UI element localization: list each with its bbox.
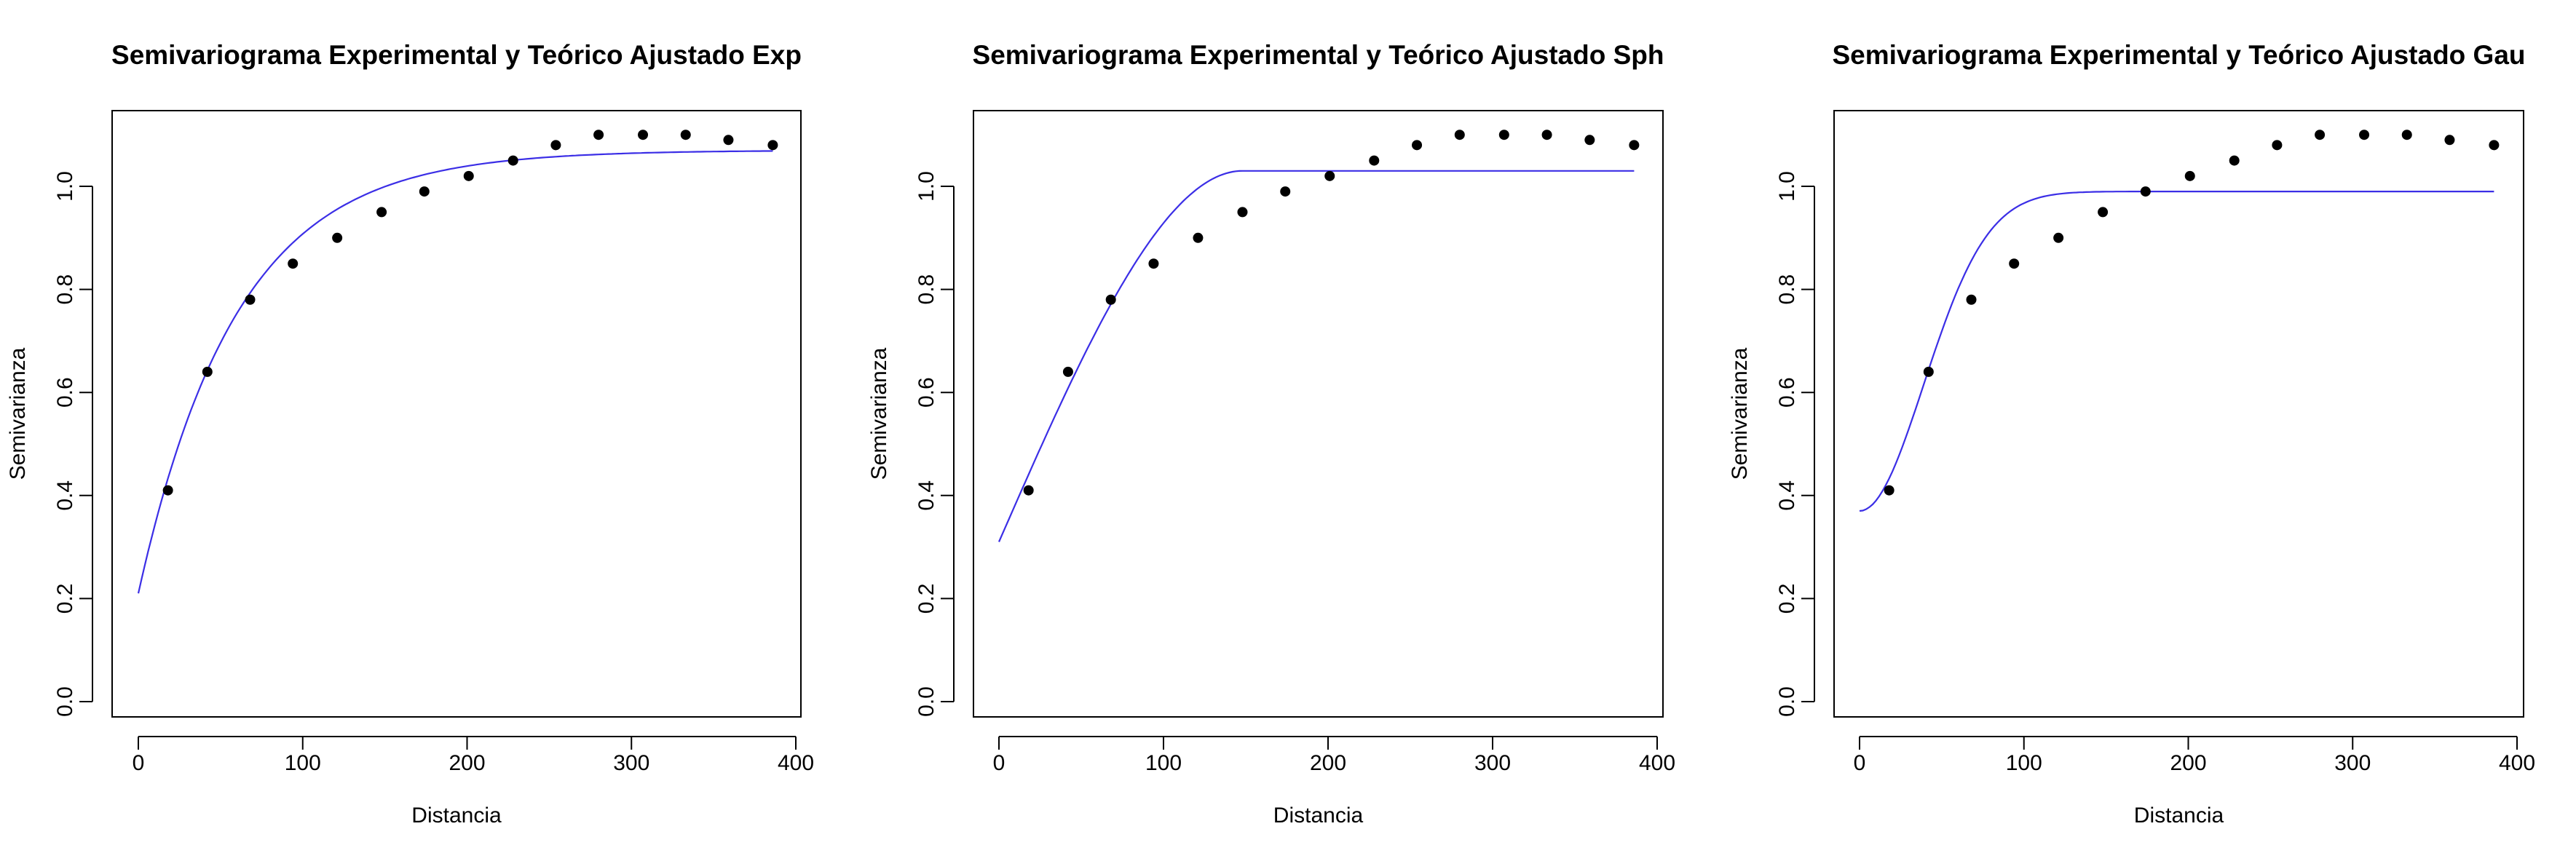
experimental-point [332, 232, 343, 243]
y-tick-label: 0.4 [1775, 480, 1799, 511]
y-tick-label: 0.6 [53, 377, 77, 408]
x-tick-label: 100 [2006, 751, 2042, 775]
x-tick-label: 400 [1639, 751, 1675, 775]
experimental-point [162, 485, 173, 496]
y-tick-label: 1.0 [53, 171, 77, 202]
chart-title: Semivariograma Experimental y Teórico Aj… [1832, 40, 2525, 70]
plot-frame [1833, 110, 2524, 718]
y-tick-label: 0.2 [53, 584, 77, 614]
y-tick-label: 0.0 [1775, 686, 1799, 717]
experimental-point [2489, 140, 2500, 151]
model-curve-gau [1859, 191, 2494, 512]
experimental-point [1062, 366, 1073, 377]
x-tick-label: 400 [778, 751, 814, 775]
chart-title: Semivariograma Experimental y Teórico Aj… [973, 40, 1664, 70]
y-tick-label: 0.6 [914, 377, 939, 408]
experimental-point [2053, 232, 2064, 243]
experimental-point [767, 140, 778, 151]
experimental-point [1023, 485, 1034, 496]
x-tick-label: 300 [2334, 751, 2371, 775]
y-tick-label: 0.4 [53, 480, 77, 511]
experimental-point [1105, 294, 1116, 305]
y-axis-label: Semivarianza [867, 347, 891, 480]
experimental-point [1148, 258, 1159, 269]
experimental-point [638, 130, 649, 140]
y-tick-label: 1.0 [1775, 171, 1799, 202]
experimental-point [419, 186, 430, 197]
experimental-point [593, 130, 604, 140]
experimental-point [2229, 155, 2240, 166]
model-curve-sph [997, 170, 1635, 542]
x-tick-label: 200 [1310, 751, 1346, 775]
x-tick-label: 100 [1145, 751, 1182, 775]
experimental-point [2140, 186, 2151, 197]
chart-title: Semivariograma Experimental y Teórico Aj… [111, 40, 802, 70]
x-tick-label: 200 [449, 751, 485, 775]
experimental-point [1498, 130, 1509, 140]
experimental-point [202, 366, 213, 377]
model-curve-exp [137, 150, 773, 594]
experimental-point [1923, 366, 1934, 377]
y-tick-label: 0.0 [914, 686, 939, 717]
experimental-point [2444, 135, 2455, 146]
experimental-point [1412, 140, 1423, 151]
experimental-point [507, 155, 518, 166]
plot-frame [973, 110, 1664, 718]
x-tick-label: 200 [2170, 751, 2206, 775]
x-axis-label: Distancia [1273, 804, 1364, 828]
chart-panel-gau: Semivariograma Experimental y Teórico Aj… [1728, 40, 2535, 828]
y-axis-label: Semivarianza [6, 347, 30, 480]
x-tick-label: 400 [2499, 751, 2535, 775]
experimental-point [1193, 232, 1204, 243]
x-tick-label: 300 [613, 751, 649, 775]
experimental-point [2098, 207, 2109, 218]
x-tick-label: 100 [285, 751, 321, 775]
y-tick-label: 0.8 [914, 274, 939, 305]
x-tick-label: 300 [1474, 751, 1511, 775]
y-tick-label: 0.2 [1775, 584, 1799, 614]
experimental-point [463, 170, 474, 181]
experimental-point [2401, 130, 2412, 140]
x-tick-label: 0 [133, 751, 145, 775]
y-axis-label: Semivarianza [1728, 347, 1752, 480]
plot-frame [111, 110, 802, 718]
chart-panel-exp: Semivariograma Experimental y Teórico Aj… [6, 40, 814, 828]
experimental-point [1966, 294, 1977, 305]
x-tick-label: 0 [1854, 751, 1866, 775]
experimental-point [2359, 130, 2370, 140]
experimental-point [2184, 170, 2195, 181]
x-axis-label: Distancia [411, 804, 502, 828]
experimental-point [550, 140, 561, 151]
experimental-point [1280, 186, 1291, 197]
experimental-point [1454, 130, 1465, 140]
y-tick-label: 0.8 [53, 274, 77, 305]
experimental-point [680, 130, 691, 140]
experimental-point [1884, 485, 1895, 496]
experimental-point [1369, 155, 1380, 166]
experimental-point [1324, 170, 1335, 181]
experimental-point [723, 135, 734, 146]
experimental-point [288, 258, 299, 269]
experimental-point [245, 294, 256, 305]
y-tick-label: 0.6 [1775, 377, 1799, 408]
experimental-point [2315, 130, 2326, 140]
y-tick-label: 0.2 [914, 584, 939, 614]
x-tick-label: 0 [993, 751, 1005, 775]
experimental-point [1237, 207, 1248, 218]
y-tick-label: 1.0 [914, 171, 939, 202]
y-tick-label: 0.0 [53, 686, 77, 717]
experimental-point [1541, 130, 1552, 140]
experimental-point [376, 207, 387, 218]
experimental-point [2272, 140, 2283, 151]
y-tick-label: 0.8 [1775, 274, 1799, 305]
experimental-point [1584, 135, 1595, 146]
y-tick-label: 0.4 [914, 480, 939, 511]
chart-panel-sph: Semivariograma Experimental y Teórico Aj… [867, 40, 1675, 828]
experimental-point [2009, 258, 2020, 269]
x-axis-label: Distancia [2134, 804, 2224, 828]
experimental-point [1629, 140, 1640, 151]
